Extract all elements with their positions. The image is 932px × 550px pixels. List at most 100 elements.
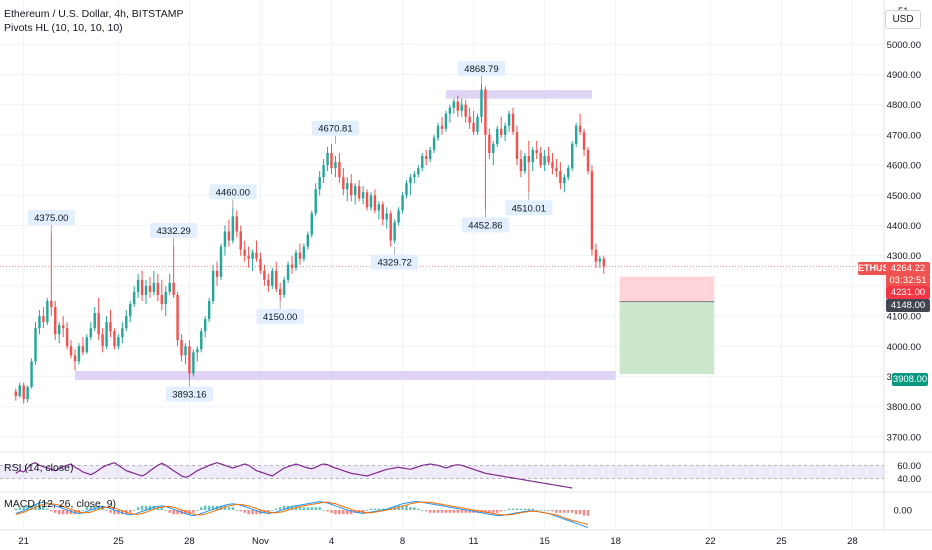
candle[interactable] — [121, 328, 124, 338]
candle[interactable] — [180, 340, 183, 356]
candle[interactable] — [373, 195, 377, 211]
candle[interactable] — [239, 231, 242, 250]
candle[interactable] — [172, 282, 175, 295]
candle[interactable] — [401, 195, 404, 211]
candle[interactable] — [125, 316, 128, 329]
candle[interactable] — [511, 113, 515, 132]
candle[interactable] — [531, 149, 534, 163]
candle[interactable] — [22, 385, 25, 400]
candle[interactable] — [417, 168, 420, 175]
candle[interactable] — [397, 210, 400, 223]
candle[interactable] — [440, 125, 444, 129]
candle[interactable] — [448, 107, 452, 114]
candle[interactable] — [488, 134, 491, 153]
candle[interactable] — [594, 249, 598, 262]
candle[interactable] — [267, 279, 270, 286]
candle[interactable] — [200, 331, 203, 350]
candle[interactable] — [18, 385, 21, 397]
candle[interactable] — [393, 222, 396, 241]
candle[interactable] — [582, 131, 586, 150]
candle[interactable] — [555, 168, 558, 172]
candle[interactable] — [571, 143, 574, 169]
candle[interactable] — [326, 152, 329, 166]
candle[interactable] — [381, 204, 385, 220]
candle[interactable] — [338, 162, 341, 178]
candle[interactable] — [567, 168, 570, 178]
candle[interactable] — [353, 186, 357, 196]
candle[interactable] — [117, 337, 120, 347]
candle[interactable] — [152, 282, 156, 292]
candle[interactable] — [472, 122, 475, 132]
candle[interactable] — [543, 156, 546, 166]
candle[interactable] — [527, 156, 531, 163]
candle[interactable] — [318, 177, 321, 190]
candle[interactable] — [444, 113, 448, 129]
candle[interactable] — [54, 307, 57, 335]
macd-line[interactable] — [15, 501, 589, 528]
candle[interactable] — [77, 346, 81, 362]
candle[interactable] — [65, 328, 69, 347]
candle[interactable] — [50, 300, 53, 308]
candle[interactable] — [97, 313, 100, 335]
candle[interactable] — [196, 349, 199, 353]
candle[interactable] — [89, 328, 92, 338]
candle[interactable] — [456, 101, 460, 111]
candle[interactable] — [203, 319, 207, 332]
candle[interactable] — [286, 264, 290, 280]
candle[interactable] — [113, 331, 116, 347]
symbol-title[interactable]: Ethereum / U.S. Dollar, 4h, BITSTAMP — [4, 8, 184, 20]
candle[interactable] — [294, 252, 298, 268]
candle[interactable] — [590, 171, 594, 250]
candle[interactable] — [73, 355, 77, 362]
candle[interactable] — [61, 325, 65, 329]
candle[interactable] — [275, 270, 278, 289]
candle[interactable] — [251, 252, 254, 259]
candle[interactable] — [176, 294, 179, 341]
candle[interactable] — [480, 89, 483, 117]
candle[interactable] — [105, 322, 108, 347]
candle[interactable] — [342, 177, 345, 190]
indicator-title[interactable]: Pivots HL (10, 10, 10, 10) — [4, 22, 123, 34]
macd-pane-label[interactable]: MACD (12, 26, close, 9) — [4, 498, 117, 510]
candle[interactable] — [385, 213, 388, 220]
candle[interactable] — [452, 101, 456, 108]
candle[interactable] — [207, 300, 211, 320]
candle[interactable] — [69, 346, 73, 356]
candle[interactable] — [219, 246, 223, 277]
candle[interactable] — [361, 192, 365, 199]
candle[interactable] — [42, 316, 45, 323]
candle[interactable] — [432, 137, 436, 150]
candle[interactable] — [539, 152, 542, 166]
candle[interactable] — [140, 279, 144, 295]
position-target-zone[interactable] — [619, 301, 715, 375]
candle[interactable] — [81, 346, 85, 353]
candle[interactable] — [109, 322, 112, 332]
candle[interactable] — [476, 116, 479, 132]
candle[interactable] — [330, 152, 333, 169]
candle[interactable] — [507, 113, 511, 126]
candle[interactable] — [310, 213, 313, 235]
candle[interactable] — [598, 258, 602, 262]
candle[interactable] — [282, 279, 286, 295]
candle[interactable] — [302, 246, 306, 259]
candle[interactable] — [559, 171, 562, 184]
candle[interactable] — [132, 291, 136, 305]
candle[interactable] — [460, 104, 463, 111]
candle[interactable] — [278, 288, 282, 295]
candle[interactable] — [436, 125, 440, 138]
candle[interactable] — [586, 149, 590, 172]
candle[interactable] — [499, 128, 503, 135]
candle[interactable] — [156, 282, 160, 295]
candle[interactable] — [547, 156, 550, 163]
candle[interactable] — [298, 252, 302, 259]
candle[interactable] — [129, 304, 132, 317]
candle[interactable] — [34, 328, 37, 362]
candle[interactable] — [160, 294, 164, 305]
candle[interactable] — [46, 300, 49, 323]
candle[interactable] — [468, 116, 471, 123]
candle[interactable] — [413, 174, 416, 178]
candle[interactable] — [188, 346, 191, 374]
candle[interactable] — [496, 128, 499, 144]
candle[interactable] — [346, 183, 349, 190]
candle[interactable] — [334, 162, 337, 169]
